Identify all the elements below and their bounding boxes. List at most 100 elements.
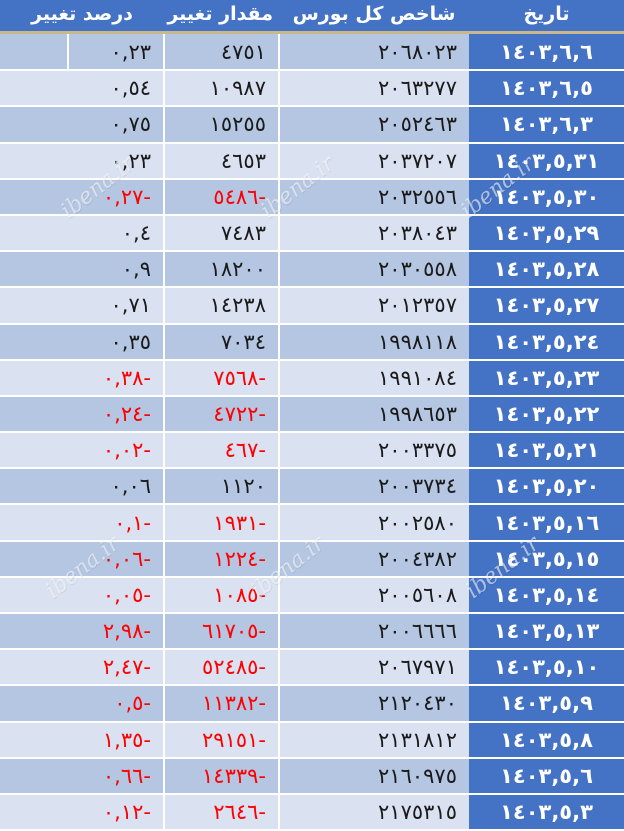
cell-change-amount: -١١٣٨٢: [163, 685, 279, 723]
cell-date: ١٤٠٣,٥,٢٩: [469, 214, 624, 253]
cell-change-percent: ٠,٤: [0, 214, 164, 253]
cell-change-percent: ٠,٧٥: [0, 106, 164, 144]
cell-change-amount: -٥٤٨٦: [163, 178, 279, 216]
column-header-pct[interactable]: درصد تغییر: [0, 0, 164, 31]
table-body: ١٤٠٣,٦,٦ ٢٠٦٨٠٢٣ ٤٧٥١ ٠,٢٣ ١٤٠٣,٦,٥ ٢٠٦٣٢٧٧ ١٠…: [0, 34, 624, 831]
column-header-date[interactable]: تاریخ: [469, 0, 624, 31]
table-row[interactable]: ١٤٠٣,٥,٩ ٢١٢٠٤٣٠ -١١٣٨٢ -٠,٥: [0, 685, 624, 723]
table-row[interactable]: ١٤٠٣,٥,٢١ ٢٠٠٣٣٧٥ -٤٦٧ -٠,٠٢: [0, 432, 624, 470]
cell-index-value: ٢٠٠٣٣٧٥: [278, 432, 469, 470]
cell-date: ١٤٠٣,٥,٣: [469, 793, 624, 831]
table-row[interactable]: ١٤٠٣,٥,٢٣ ١٩٩١٠٨٤ -٧٥٦٨ -٠,٣٨: [0, 359, 624, 397]
cell-date: ١٤٠٣,٥,٢٣: [469, 359, 624, 397]
table-row[interactable]: ١٤٠٣,٦,٦ ٢٠٦٨٠٢٣ ٤٧٥١ ٠,٢٣: [0, 34, 624, 72]
cell-index-value: ١٩٩٨٦٥٣: [278, 395, 469, 434]
cell-index-value: ٢٠١٢٣٥٧: [278, 287, 469, 325]
table-row[interactable]: ١٤٠٣,٥,١٠ ٢٠٦٧٩٧١ -٥٢٤٨٥ -٢,٤٧: [0, 649, 624, 687]
cell-change-percent: -٠,٠٢: [0, 432, 164, 470]
table-row[interactable]: ١٤٠٣,٥,٣١ ٢٠٣٧٢٠٧ ٤٦٥٣ ٠,٢٣: [0, 142, 624, 180]
cell-index-value: ٢١٣١٨١٢: [278, 721, 469, 759]
cell-change-amount: -١٩٣١: [163, 504, 279, 542]
cell-change-amount: -٦١٧٠٥: [163, 613, 279, 651]
table-row[interactable]: ١٤٠٣,٦,٣ ٢٠٥٢٤٦٣ ١٥٢٥٥ ٠,٧٥: [0, 106, 624, 144]
cell-index-value: ٢٠٠٢٥٨٠: [278, 504, 469, 542]
cell-change-percent: -٠,٦٦: [0, 757, 164, 795]
table-row[interactable]: ١٤٠٣,٥,٢٧ ٢٠١٢٣٥٧ ١٤٢٣٨ ٠,٧١: [0, 287, 624, 325]
cell-change-amount: ٤٦٥٣: [163, 142, 279, 180]
cell-change-amount: -٢٦٤٦: [163, 793, 279, 831]
cell-change-percent: -٠,٠٦: [0, 540, 164, 578]
table-row[interactable]: ١٤٠٣,٥,٨ ٢١٣١٨١٢ -٢٩١٥١ -١,٣٥: [0, 721, 624, 759]
table-row[interactable]: ١٤٠٣,٥,١٦ ٢٠٠٢٥٨٠ -١٩٣١ -٠,١: [0, 504, 624, 542]
cell-change-percent: -٠,٢٧: [0, 178, 164, 216]
table-row[interactable]: ١٤٠٣,٥,٢٠ ٢٠٠٣٧٣٤ ١١٢٠ ٠,٠٦: [0, 468, 624, 506]
cell-change-percent: ٠,٥٤: [0, 70, 164, 108]
column-header-amount[interactable]: مقدار تغییر: [164, 0, 279, 31]
cell-change-percent: -٢,٤٧: [0, 649, 164, 687]
cell-change-percent: ٠,٢٣: [0, 34, 164, 72]
cell-date: ١٤٠٣,٥,٢٨: [469, 251, 624, 289]
cell-date: ١٤٠٣,٥,٢٧: [469, 287, 624, 325]
header-divider-rule: [0, 31, 624, 34]
cell-change-percent: -١,٣٥: [0, 721, 164, 759]
cell-index-value: ٢١٦٠٩٧٥: [278, 757, 469, 795]
cell-change-percent: -٠,٠٥: [0, 576, 164, 615]
cell-change-percent: -٠,٣٨: [0, 359, 164, 397]
table-row[interactable]: ١٤٠٣,٥,١٥ ٢٠٠٤٣٨٢ -١٢٢٤ -٠,٠٦: [0, 540, 624, 578]
cell-change-amount: -٤٦٧: [163, 432, 279, 470]
cell-change-percent: -٠,١٢: [0, 793, 164, 831]
header-rule-line: [0, 31, 624, 34]
cell-date: ١٤٠٣,٥,١٥: [469, 540, 624, 578]
cell-date: ١٤٠٣,٥,٣١: [469, 142, 624, 180]
cell-date: ١٤٠٣,٥,١٦: [469, 504, 624, 542]
cell-change-amount: ١٠٩٨٧: [163, 70, 279, 108]
cell-date: ١٤٠٣,٦,٣: [469, 106, 624, 144]
table-row[interactable]: ١٤٠٣,٦,٥ ٢٠٦٣٢٧٧ ١٠٩٨٧ ٠,٥٤: [0, 70, 624, 108]
cell-date: ١٤٠٣,٥,٩: [469, 685, 624, 723]
table-row[interactable]: ١٤٠٣,٥,٢٨ ٢٠٣٠٥٥٨ ١٨٢٠٠ ٠,٩: [0, 251, 624, 289]
table-row[interactable]: ١٤٠٣,٥,١٣ ٢٠٠٦٦٦٦ -٦١٧٠٥ -٢,٩٨: [0, 613, 624, 651]
cell-date: ١٤٠٣,٥,١٣: [469, 613, 624, 651]
cell-date: ١٤٠٣,٥,١٤: [469, 576, 624, 615]
cell-index-value: ١٩٩٨١١٨: [278, 323, 469, 361]
cell-change-amount: ١٨٢٠٠: [163, 251, 279, 289]
table-row[interactable]: ١٤٠٣,٥,٢٩ ٢٠٣٨٠٤٣ ٧٤٨٣ ٠,٤: [0, 214, 624, 253]
cell-index-value: ٢٠٣٧٢٠٧: [278, 142, 469, 180]
cell-index-value: ٢٠٦٣٢٧٧: [278, 70, 469, 108]
cell-change-amount: -٧٥٦٨: [163, 359, 279, 397]
cell-change-amount: -٢٩١٥١: [163, 721, 279, 759]
cell-index-value: ٢١٧٥٣١٥: [278, 793, 469, 831]
cell-change-amount: -١٢٢٤: [163, 540, 279, 578]
cell-change-amount: ٤٧٥١: [163, 34, 279, 72]
cell-change-percent: -٠,١: [0, 504, 164, 542]
table-row[interactable]: ١٤٠٣,٥,٣ ٢١٧٥٣١٥ -٢٦٤٦ -٠,١٢: [0, 793, 624, 831]
column-header-index[interactable]: شاخص کل بورس: [279, 0, 469, 31]
cell-change-amount: ٧٠٣٤: [163, 323, 279, 361]
cell-index-value: ٢٠٠٥٦٠٨: [278, 576, 469, 615]
cell-index-value: ٢٠٠٤٣٨٢: [278, 540, 469, 578]
cell-change-amount: ١١٢٠: [163, 468, 279, 506]
cell-date: ١٤٠٣,٦,٥: [469, 70, 624, 108]
cell-change-amount: -١٤٣٣٩: [163, 757, 279, 795]
cell-change-amount: ٧٤٨٣: [163, 214, 279, 253]
table-row[interactable]: ١٤٠٣,٥,٢٢ ١٩٩٨٦٥٣ -٤٧٢٢ -٠,٢٤: [0, 395, 624, 434]
cell-index-value: ٢١٢٠٤٣٠: [278, 685, 469, 723]
table-row[interactable]: ١٤٠٣,٥,١٤ ٢٠٠٥٦٠٨ -١٠٨٥ -٠,٠٥: [0, 576, 624, 615]
cell-index-value: ٢٠٣٠٥٥٨: [278, 251, 469, 289]
table-row[interactable]: ١٤٠٣,٥,٣٠ ٢٠٣٢٥٥٦ -٥٤٨٦ -٠,٢٧: [0, 178, 624, 216]
cell-date: ١٤٠٣,٥,٢٤: [469, 323, 624, 361]
cell-index-value: ٢٠٣٢٥٥٦: [278, 178, 469, 216]
cell-change-percent: ٠,٢٣: [0, 142, 164, 180]
cell-change-amount: -٤٧٢٢: [163, 395, 279, 434]
table-row[interactable]: ١٤٠٣,٥,٦ ٢١٦٠٩٧٥ -١٤٣٣٩ -٠,٦٦: [0, 757, 624, 795]
table-row[interactable]: ١٤٠٣,٥,٢٤ ١٩٩٨١١٨ ٧٠٣٤ ٠,٣٥: [0, 323, 624, 361]
cell-date: ١٤٠٣,٥,٢٢: [469, 395, 624, 434]
table-header: تاریخ شاخص کل بورس مقدار تغییر درصد تغیی…: [0, 0, 624, 34]
cell-index-value: ٢٠٦٧٩٧١: [278, 649, 469, 687]
cell-change-amount: -١٠٨٥: [163, 576, 279, 615]
cell-date: ١٤٠٣,٥,٦: [469, 757, 624, 795]
cell-date: ١٤٠٣,٥,٢١: [469, 432, 624, 470]
cell-index-value: ٢٠٣٨٠٤٣: [278, 214, 469, 253]
cell-index-value: ٢٠٥٢٤٦٣: [278, 106, 469, 144]
cell-change-percent: -٢,٩٨: [0, 613, 164, 651]
